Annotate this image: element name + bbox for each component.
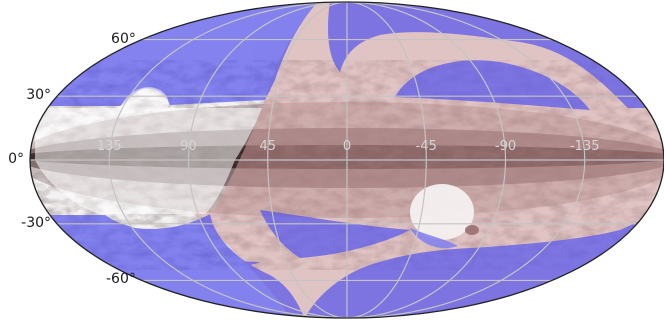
meridian-line: [346, 2, 586, 318]
meridian-line: [346, 2, 507, 318]
meridian-line: [108, 2, 348, 318]
bright-patch-south: [410, 184, 479, 249]
longitude-label: 135: [97, 139, 122, 154]
map-outline: [29, 1, 664, 319]
mask-south-lens: [120, 245, 260, 272]
clear-region-west: [35, 87, 262, 214]
longitude-label: -135: [570, 139, 600, 154]
longitude-label: 45: [259, 139, 276, 154]
longitude-labels: 135 90 45 0 -45 -90 -135: [97, 139, 600, 154]
latitude-label: 0°: [8, 151, 24, 167]
mask-south-central: [260, 210, 410, 258]
graticule: [30, 2, 664, 318]
meridian-line: [346, 2, 427, 318]
latitude-label: 30°: [26, 87, 52, 104]
longitude-label: 0: [343, 139, 351, 154]
mask-north-lens: [395, 60, 590, 110]
meridian-line: [187, 2, 348, 318]
longitude-label: 90: [180, 139, 197, 154]
meridian-line: [267, 2, 348, 318]
longitude-label: -90: [495, 139, 516, 154]
latitude-label: 60°: [111, 30, 136, 47]
longitude-label: -45: [416, 139, 437, 154]
latitude-label: -30°: [21, 214, 52, 231]
latitude-label: -60°: [105, 271, 136, 288]
